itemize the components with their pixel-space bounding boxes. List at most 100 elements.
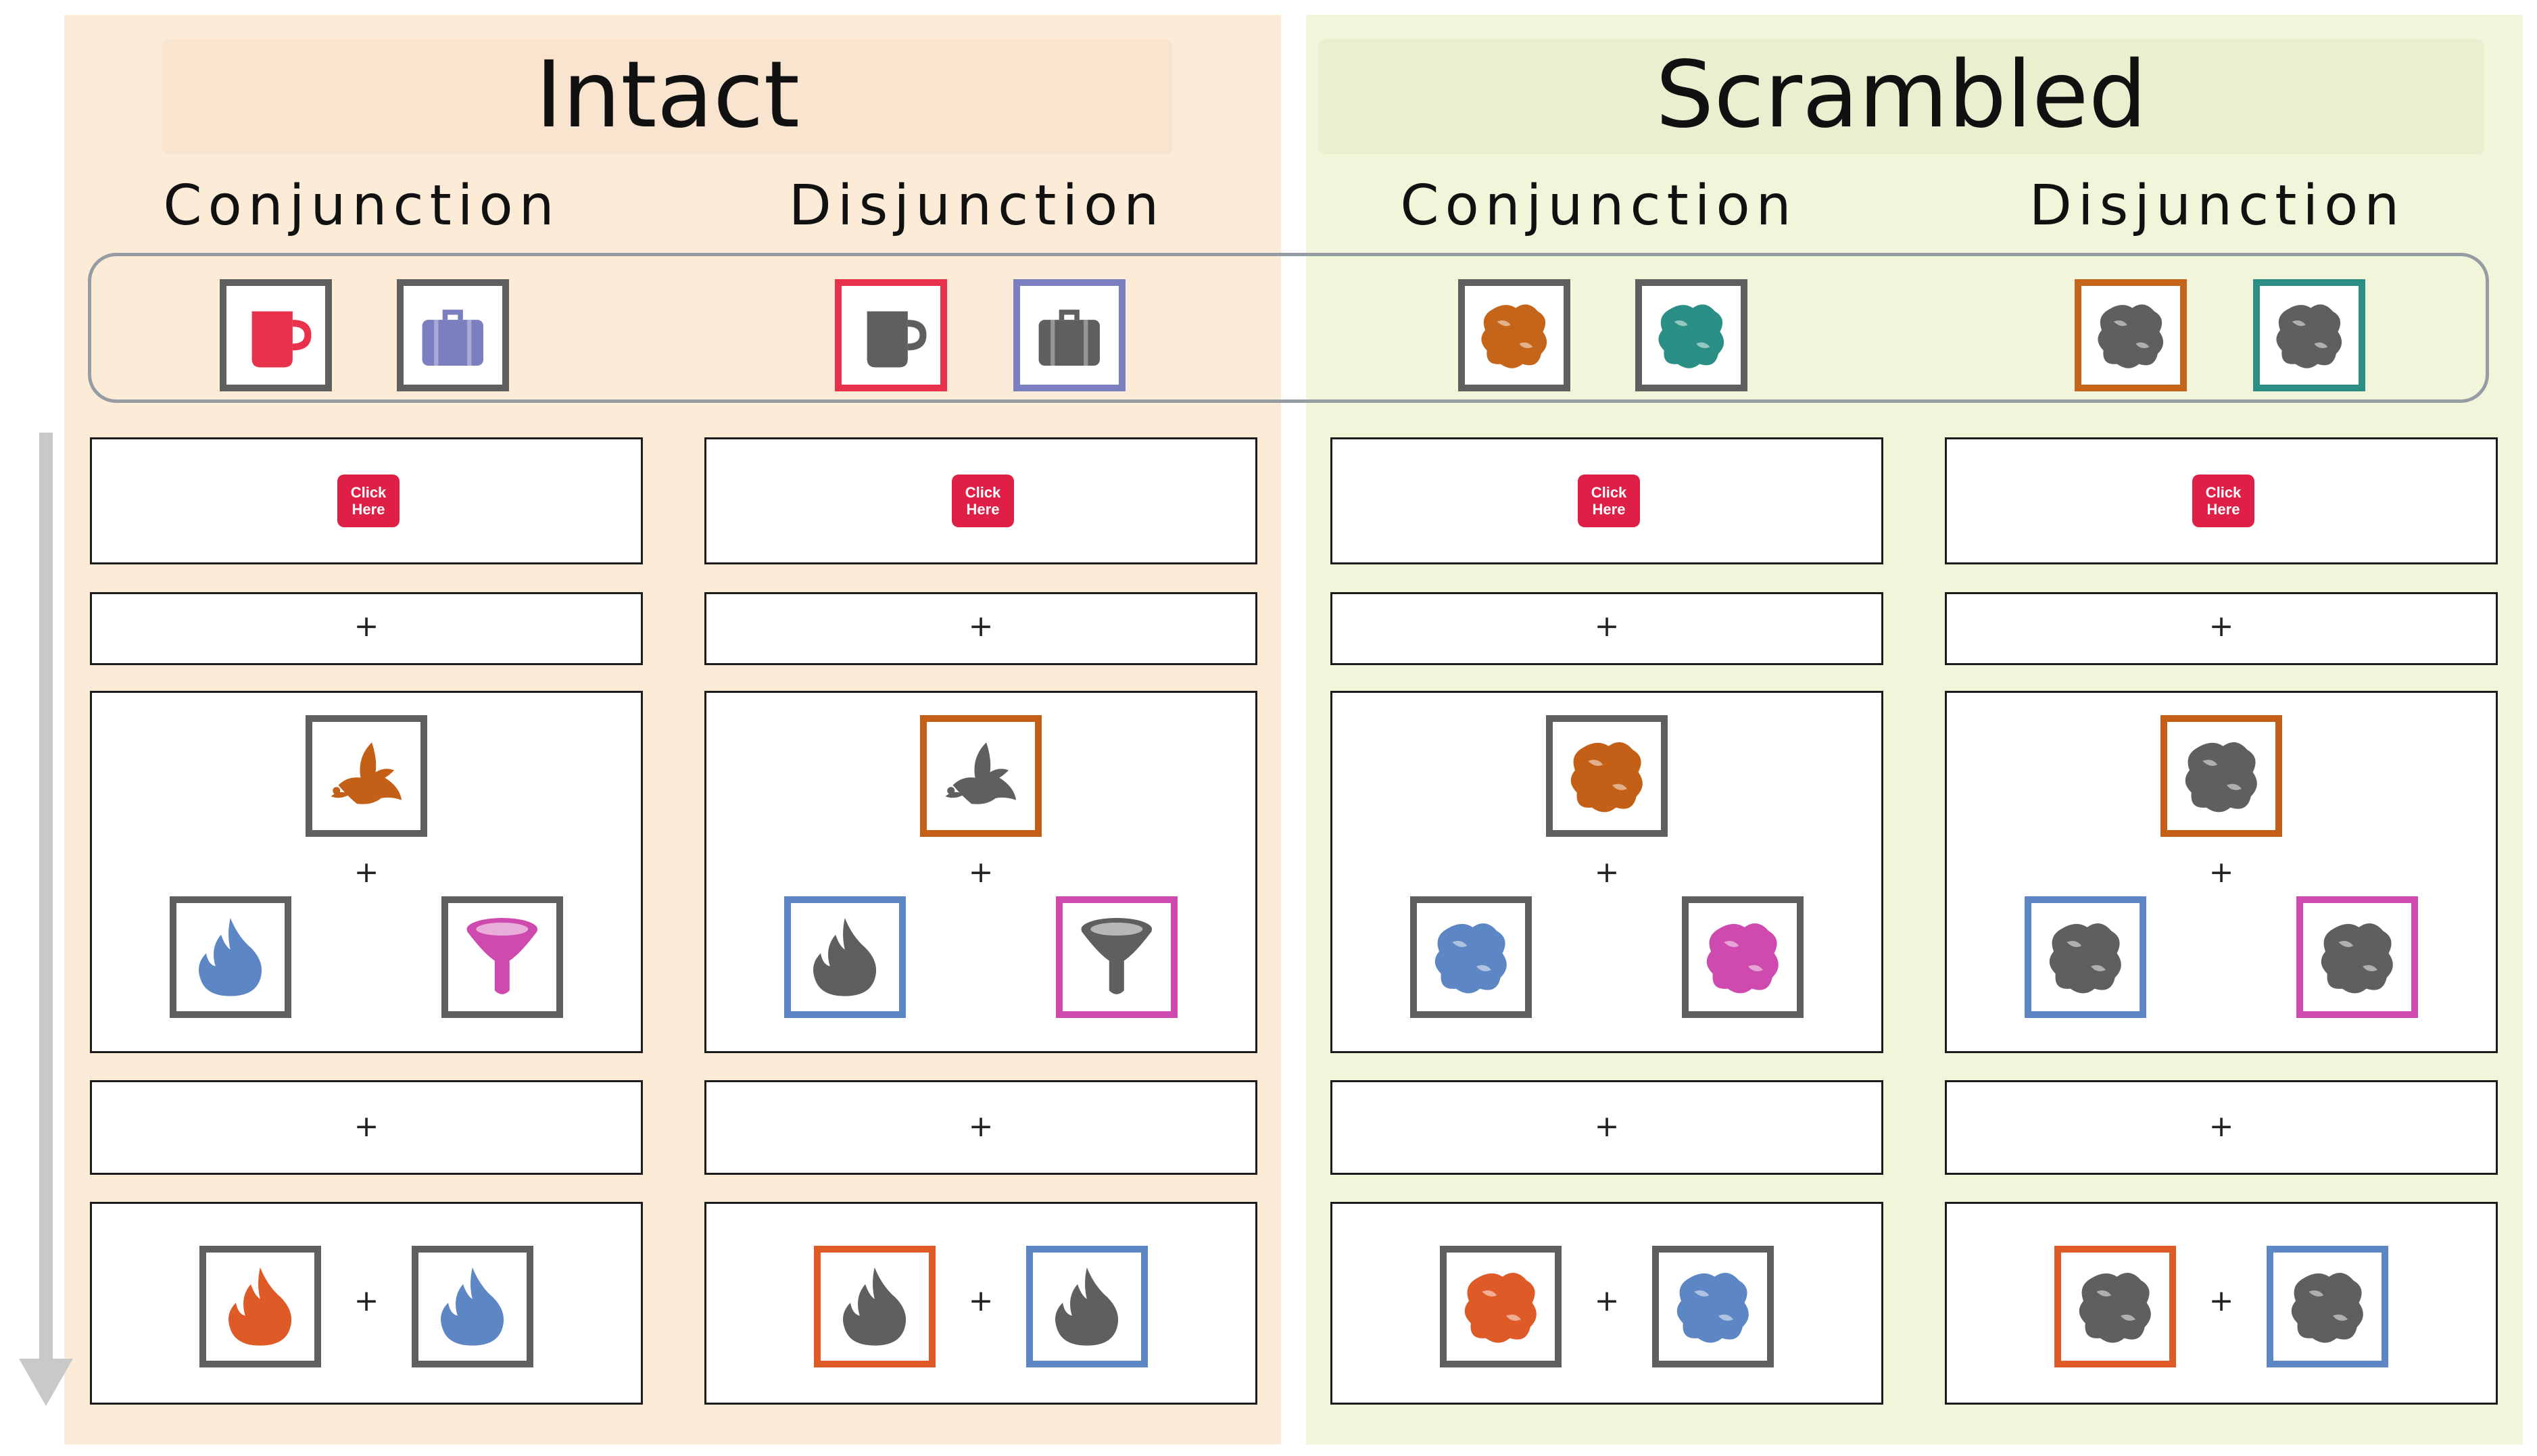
- scr-disj-start-screen: Click Here: [1945, 437, 2498, 564]
- intact-disj-answer-screen: +: [704, 1202, 1257, 1405]
- intact-conjunction-label: Conjunction: [163, 174, 560, 238]
- blob-icon: [2291, 1273, 2364, 1343]
- scr-conj-answer-screen: +: [1330, 1202, 1883, 1405]
- click-here-button[interactable]: Click Here: [952, 475, 1014, 527]
- scr-conj-fixation-screen-1: +: [1330, 592, 1883, 665]
- fixation-cross: +: [354, 855, 379, 890]
- scr-disj-fixation-screen-2: +: [1945, 1080, 2498, 1175]
- intact-conj-answer-left-frame: [199, 1246, 321, 1367]
- dove-icon: [945, 742, 1017, 804]
- fixation-cross: +: [968, 609, 994, 644]
- dove-icon: [331, 742, 402, 804]
- button-line-1: Click: [1591, 484, 1627, 501]
- scr-conj-start-screen: Click Here: [1330, 437, 1883, 564]
- blob-icon: [2321, 923, 2394, 994]
- blob-icon: [1658, 304, 1724, 368]
- legend-box: [88, 253, 2489, 403]
- intact-disj-answer-left-frame: [814, 1246, 936, 1367]
- fixation-cross: +: [2208, 855, 2234, 890]
- scrambled-title: Scrambled: [1656, 42, 2147, 149]
- blob-icon: [2185, 742, 2258, 812]
- scr-conj-legend-2: [1635, 279, 1747, 391]
- blob-icon: [1706, 923, 1779, 994]
- time-arrow-icon: [19, 433, 73, 1406]
- intact-conj-answer-right-frame: [412, 1246, 533, 1367]
- flame-icon: [1055, 1267, 1119, 1346]
- button-line-1: Click: [965, 484, 1001, 501]
- intact-disj-legend-1: [835, 279, 947, 391]
- blob-icon: [1481, 304, 1547, 368]
- button-line-1: Click: [2205, 484, 2242, 501]
- scr-disj-legend-2: [2253, 279, 2365, 391]
- button-line-2: Here: [966, 501, 1000, 518]
- flame-icon: [843, 1267, 907, 1346]
- blob-icon: [2049, 923, 2122, 994]
- fixation-cross: +: [1594, 609, 1620, 644]
- button-line-2: Here: [2206, 501, 2240, 518]
- intact-conj-start-screen: Click Here: [90, 437, 643, 564]
- scrambled-conjunction-label: Conjunction: [1400, 174, 1797, 238]
- click-here-button[interactable]: Click Here: [337, 475, 400, 527]
- scr-conj-legend-1: [1458, 279, 1570, 391]
- intact-disj-answer-right-frame: [1026, 1246, 1148, 1367]
- intact-conj-answer-screen: +: [90, 1202, 643, 1405]
- blob-icon: [2276, 304, 2342, 368]
- scr-disj-answer-right-frame: [2267, 1246, 2388, 1367]
- button-line-1: Click: [350, 484, 387, 501]
- funnel-icon: [466, 918, 538, 995]
- funnel-icon: [1081, 918, 1153, 995]
- intact-conj-fixation-screen-2: +: [90, 1080, 643, 1175]
- mug-icon: [867, 311, 927, 368]
- scr-disj-legend-1: [2075, 279, 2187, 391]
- flame-icon: [199, 918, 262, 996]
- blob-icon: [1434, 923, 1507, 994]
- fixation-cross: +: [1594, 855, 1620, 890]
- scr-conj-fixation-screen-2: +: [1330, 1080, 1883, 1175]
- flame-icon: [813, 918, 877, 996]
- fixation-cross: +: [354, 1109, 379, 1144]
- plus-sign: +: [1594, 1284, 1620, 1318]
- plus-sign: +: [354, 1284, 379, 1318]
- plus-sign: +: [968, 1284, 994, 1318]
- fixation-cross: +: [2208, 609, 2234, 644]
- intact-disj-sample-frame: [920, 715, 1042, 837]
- intact-conj-fixation-screen-1: +: [90, 592, 643, 665]
- suitcase-icon: [422, 310, 484, 366]
- intact-conj-legend-2: [397, 279, 509, 391]
- intact-disj-option-right-frame: [1056, 896, 1178, 1018]
- intact-conj-option-left-frame: [170, 896, 291, 1018]
- scr-conj-answer-right-frame: [1652, 1246, 1774, 1367]
- fixation-cross: +: [968, 1109, 994, 1144]
- fixation-cross: +: [1594, 1109, 1620, 1144]
- intact-disjunction-label: Disjunction: [788, 174, 1165, 238]
- suitcase-icon: [1038, 310, 1101, 366]
- intact-title-band: [162, 39, 1173, 154]
- intact-disj-fixation-screen-1: +: [704, 592, 1257, 665]
- scr-conj-answer-left-frame: [1440, 1246, 1562, 1367]
- intact-disj-legend-2: [1013, 279, 1126, 391]
- scrambled-disjunction-label: Disjunction: [2029, 174, 2406, 238]
- scr-disj-answer-left-frame: [2054, 1246, 2176, 1367]
- intact-disj-option-left-frame: [784, 896, 906, 1018]
- fixation-cross: +: [968, 855, 994, 890]
- blob-icon: [2098, 304, 2164, 368]
- blob-icon: [1570, 742, 1643, 812]
- plus-sign: +: [2208, 1284, 2234, 1318]
- blob-icon: [1676, 1273, 1749, 1343]
- scrambled-title-band: [1318, 39, 2484, 154]
- intact-disj-fixation-screen-2: +: [704, 1080, 1257, 1175]
- flame-icon: [228, 1267, 292, 1346]
- fixation-cross: +: [2208, 1109, 2234, 1144]
- intact-conj-option-right-frame: [441, 896, 563, 1018]
- blob-icon: [2079, 1273, 2152, 1343]
- flame-icon: [441, 1267, 504, 1346]
- intact-disj-start-screen: Click Here: [704, 437, 1257, 564]
- button-line-2: Here: [352, 501, 385, 518]
- intact-title: Intact: [535, 42, 800, 149]
- scr-disj-answer-screen: +: [1945, 1202, 2498, 1405]
- click-here-button[interactable]: Click Here: [2192, 475, 2254, 527]
- button-line-2: Here: [1592, 501, 1626, 518]
- fixation-cross: +: [354, 609, 379, 644]
- click-here-button[interactable]: Click Here: [1578, 475, 1640, 527]
- scr-disj-fixation-screen-1: +: [1945, 592, 2498, 665]
